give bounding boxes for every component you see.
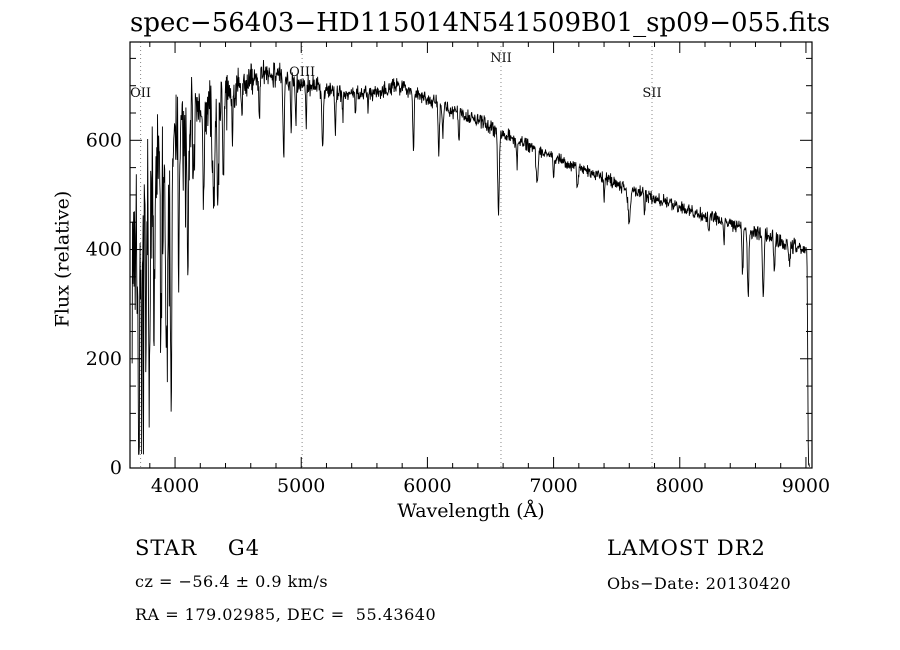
cz-value: cz = −56.4 ± 0.9 km/s bbox=[135, 572, 329, 591]
marker-label-SII: SII bbox=[642, 86, 661, 101]
x-axis-label: Wavelength (Å) bbox=[397, 500, 545, 522]
plot-frame bbox=[129, 41, 813, 469]
marker-label-NII: NII bbox=[490, 51, 512, 66]
x-tick-label: 6000 bbox=[403, 475, 451, 497]
marker-label-OII: OII bbox=[130, 86, 151, 101]
object-class-label: STAR G4 bbox=[135, 536, 261, 560]
x-tick-label: 8000 bbox=[656, 475, 704, 497]
obs-date: Obs−Date: 20130420 bbox=[607, 574, 792, 593]
x-tick-label: 4000 bbox=[151, 475, 199, 497]
x-tick-label: 7000 bbox=[529, 475, 577, 497]
y-tick-label: 400 bbox=[86, 239, 122, 261]
y-tick-label: 600 bbox=[86, 129, 122, 151]
y-tick-label: 200 bbox=[86, 348, 122, 370]
x-tick-label: 5000 bbox=[277, 475, 325, 497]
y-tick-label: 0 bbox=[110, 457, 122, 479]
x-tick-label: 9000 bbox=[782, 475, 830, 497]
ra-dec-value: RA = 179.02985, DEC = 55.43640 bbox=[135, 605, 437, 624]
spectrum-line bbox=[131, 59, 811, 467]
survey-label: LAMOST DR2 bbox=[607, 536, 766, 560]
plot-title: spec−56403−HD115014N541509B01_sp09−055.f… bbox=[130, 8, 831, 38]
